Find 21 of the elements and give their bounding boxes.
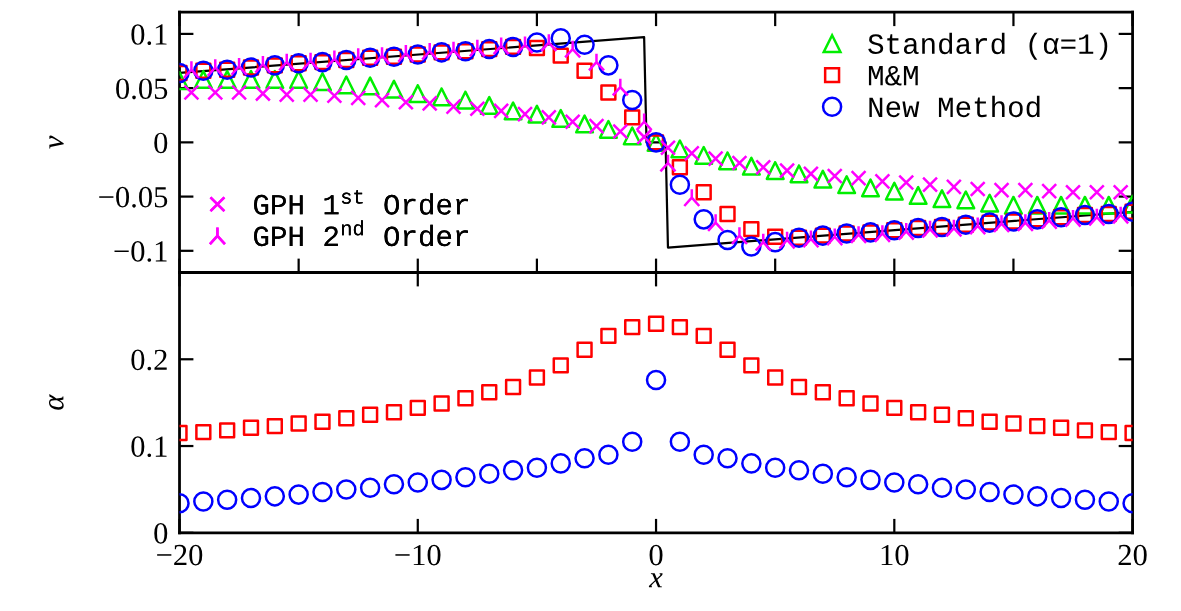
y-axis-title: v xyxy=(49,135,64,149)
y-tick-label: 0.1 xyxy=(131,24,167,45)
legend-label: Standard (α=1) xyxy=(868,32,1108,60)
x-tick-label: 20 xyxy=(1118,544,1147,566)
x-tick-label: 0 xyxy=(649,544,663,566)
x-axis-title: x xyxy=(648,573,663,588)
y-tick-label: 0.05 xyxy=(116,78,168,100)
y-tick-label: −0.1 xyxy=(114,241,167,262)
legend-label: M&M xyxy=(868,66,918,86)
legend-label: GPH 1$^{st}$ Order xyxy=(254,189,468,215)
legend-label: GPH 2$^{nd}$ Order xyxy=(254,220,468,247)
y-tick-label: 0 xyxy=(154,132,168,154)
y-tick-label: 0 xyxy=(154,523,168,544)
x-tick-label: −20 xyxy=(157,544,203,566)
y-tick-label: 0.1 xyxy=(131,436,167,458)
x-tick-label: −10 xyxy=(395,544,441,566)
y-tick-label: −0.05 xyxy=(99,186,168,208)
y-axis-title: α xyxy=(48,394,64,410)
x-tick-label: 10 xyxy=(881,544,909,566)
legend-label: New Method xyxy=(869,95,1040,118)
y-tick-label: 0.2 xyxy=(131,349,167,371)
